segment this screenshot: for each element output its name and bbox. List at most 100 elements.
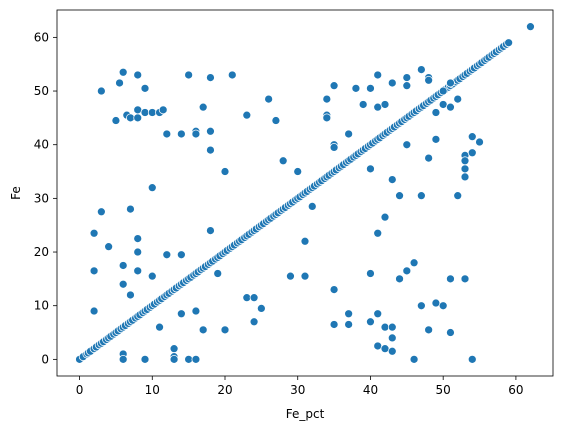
data-point [373,228,383,238]
data-point [344,320,354,329]
y-tick-label: 10 [34,299,49,313]
data-point [140,83,150,93]
data-point [373,70,383,80]
data-point [300,271,310,281]
x-tick-label: 30 [290,383,305,397]
data-point [446,102,455,112]
data-point [467,354,477,364]
data-point [329,81,339,91]
data-point [387,322,397,332]
data-point [416,65,426,74]
data-point [249,317,259,327]
data-point [460,274,470,284]
data-point [89,228,99,238]
data-point [409,258,419,268]
data-point [446,274,455,284]
data-point [329,143,339,152]
data-point [446,328,455,337]
data-point [453,191,463,201]
data-point [176,250,186,260]
data-point [387,333,397,343]
y-tick-label: 20 [34,245,49,259]
data-point [96,86,106,96]
data-point [133,105,143,115]
data-point [126,204,135,214]
x-tick-label: 10 [145,383,160,397]
data-point [227,70,237,80]
y-tick-label: 40 [34,138,49,152]
data-point [344,309,354,319]
data-point [169,354,179,364]
data-point [176,309,186,319]
data-point [409,354,419,364]
plot-frame [56,9,554,377]
data-point [402,140,412,150]
data-point [431,108,441,117]
data-point [133,70,143,80]
data-point [126,290,135,300]
data-point [526,22,535,32]
data-point [220,167,230,176]
data-point [467,148,477,158]
data-point [366,83,375,93]
data-point [191,129,201,139]
data-point [286,271,295,281]
data-point [133,266,143,276]
data-point [89,266,99,276]
data-point [438,301,448,311]
x-axis-label: Fe_pct [286,407,325,421]
data-point [104,242,114,252]
data-point [380,100,390,109]
x-tick-label: 60 [508,383,523,397]
data-point [329,285,339,294]
data-point [176,129,186,139]
data-point [416,191,426,201]
data-point [213,269,223,278]
data-point [147,183,157,193]
data-point [387,175,397,184]
data-point [438,100,448,109]
data-point [475,137,484,147]
data-point [351,83,361,93]
data-point [111,116,121,125]
data-point [380,344,390,354]
data-point [249,293,259,303]
data-point [460,156,470,166]
data-point [206,73,215,82]
data-point [147,271,157,281]
y-tick-label: 0 [41,352,49,366]
data-point [115,78,124,88]
data-point [278,156,288,166]
data-point [89,306,99,316]
data-point [184,354,194,364]
data-point [140,354,150,364]
data-point [206,126,215,136]
data-point [133,113,143,123]
data-point [387,78,397,88]
data-point [118,279,128,289]
data-point [453,94,463,104]
data-point [206,226,215,235]
data-point [424,153,434,163]
data-point [300,236,310,246]
data-point [126,113,135,123]
data-point [460,172,470,182]
data-point [198,102,208,112]
data-point [329,320,339,329]
data-point [118,354,128,364]
data-point [158,105,168,115]
data-point [118,261,128,270]
data-points [75,22,535,364]
data-point [380,212,390,222]
data-point [206,145,215,155]
data-point [387,346,397,356]
data-point [395,274,404,284]
data-point [140,108,150,117]
data-point [446,78,455,88]
data-point [169,344,179,354]
data-point [380,322,390,332]
data-point [162,250,172,260]
data-point [431,298,441,308]
